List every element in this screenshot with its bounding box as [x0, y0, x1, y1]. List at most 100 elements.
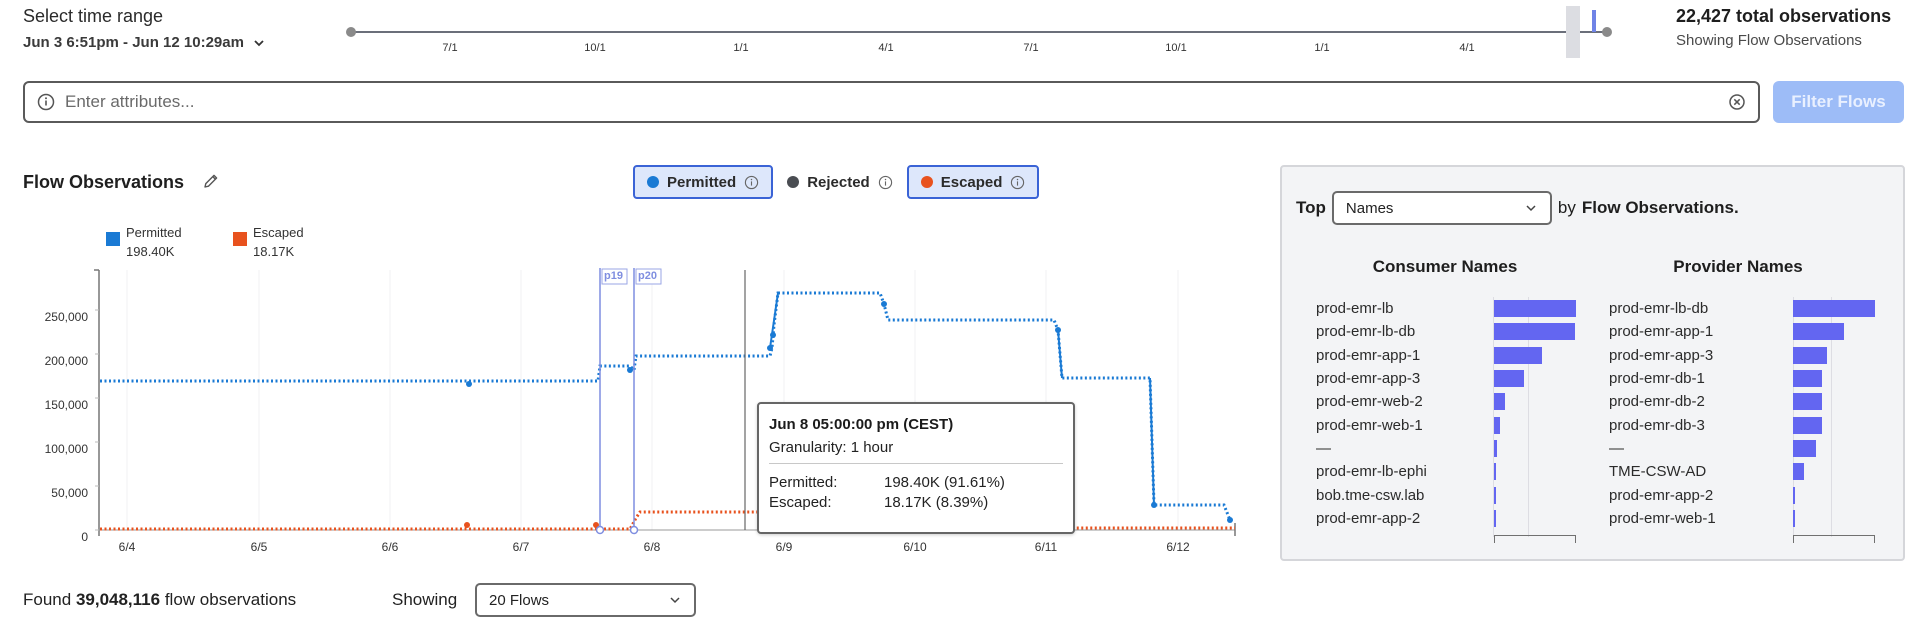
toggle-rejected[interactable]: Rejected [773, 165, 907, 199]
timeline-tick: 4/1 [1459, 42, 1475, 54]
ranked-item[interactable]: prod-emr-app-2 [1316, 507, 1576, 530]
ranked-item-name: prod-emr-web-1 [1316, 416, 1423, 434]
ranked-item-bar [1793, 370, 1822, 388]
search-input[interactable] [65, 92, 1728, 112]
bar-axis [1494, 535, 1576, 543]
legend-swatch [233, 232, 247, 246]
timeline-tick: 7/1 [1023, 42, 1039, 54]
time-range-dropdown[interactable]: Jun 3 6:51pm - Jun 12 10:29am [23, 34, 266, 51]
toggle-label: Rejected [807, 173, 870, 191]
top-suffix-bold: Flow Observations. [1581, 198, 1739, 217]
ranked-item[interactable]: prod-emr-app-3 [1316, 367, 1576, 390]
timeline-tick: 1/1 [733, 42, 749, 54]
ranked-item-bar [1494, 463, 1496, 481]
provider-names-list: prod-emr-lb-db prod-emr-app-1 prod-emr-app… [1609, 297, 1875, 543]
ranked-item-name: prod-emr-lb-ephi [1316, 463, 1427, 481]
ranked-item[interactable]: prod-emr-app-1 [1609, 320, 1874, 343]
flows-count-select[interactable]: 20 Flows [475, 583, 696, 617]
escaped-dot-icon [920, 176, 933, 188]
found-count-text: Found 39,048,116 flow observations [23, 590, 296, 610]
timeline-tick: 10/1 [584, 42, 606, 54]
y-tick: 0 [81, 530, 88, 544]
timeline-brush-selection[interactable] [1566, 6, 1580, 58]
toggle-permitted[interactable]: Permitted [633, 165, 774, 199]
timeline-track [350, 31, 1606, 33]
y-tick: 200,000 [44, 354, 88, 368]
marker-p20[interactable]: p20 [638, 270, 657, 282]
ranked-item-bar [1793, 463, 1804, 481]
ranked-item-bar [1494, 416, 1500, 434]
legend-label: Permitted [126, 225, 182, 240]
ranked-item[interactable]: bob.tme-csw.lab [1316, 483, 1576, 506]
ranked-item[interactable]: prod-emr-db-2 [1609, 390, 1874, 413]
legend-permitted: Permitted 198.40K [106, 223, 182, 261]
ranked-item[interactable]: prod-emr-web-1 [1316, 413, 1576, 436]
timeline-slider[interactable]: 7/1 10/1 1/1 4/1 7/1 10/1 1/1 4/1 [346, 6, 1616, 62]
ranked-item[interactable]: prod-emr-web-1 [1609, 507, 1874, 530]
ranked-item-name: prod-emr-lb [1316, 300, 1394, 318]
ranked-item[interactable]: prod-emr-app-3 [1609, 344, 1874, 367]
tooltip-row-value: 198.40K (91.61%) [884, 474, 1005, 491]
pencil-icon[interactable] [202, 172, 220, 190]
info-icon[interactable] [744, 175, 759, 190]
timeline-end-handle[interactable] [1602, 27, 1612, 37]
top-category-select[interactable]: Names [1331, 191, 1552, 225]
marker-p19[interactable]: p19 [604, 270, 623, 282]
ranked-item[interactable]: prod-emr-web-2 [1316, 390, 1576, 413]
flow-observations-chart[interactable]: 250,000 200,000 150,000 100,000 50,000 0 [0, 260, 1250, 560]
ranked-item[interactable]: — [1316, 437, 1576, 460]
ranked-item-name: prod-emr-lb-db [1316, 323, 1416, 341]
ranked-item-name: prod-emr-lb-db [1609, 300, 1709, 318]
ranked-item-name: prod-emr-web-1 [1609, 509, 1716, 527]
x-tick: 6/7 [512, 540, 530, 554]
legend-swatch [106, 232, 120, 246]
ranked-item-bar [1793, 416, 1822, 434]
bar-axis [1793, 535, 1875, 543]
filter-flows-button[interactable]: Filter Flows [1773, 81, 1904, 123]
ranked-item[interactable]: prod-emr-app-2 [1609, 483, 1874, 506]
ranked-item-bar [1793, 393, 1822, 411]
ranked-item-bar [1793, 509, 1795, 527]
timeline-start-handle[interactable] [346, 27, 356, 37]
timeline-tick: 7/1 [442, 42, 458, 54]
ranked-item-name: — [1316, 439, 1331, 457]
tooltip-row-label: Escaped: [769, 494, 832, 511]
timeline-range-handle[interactable] [1592, 10, 1596, 32]
ranked-item[interactable]: prod-emr-db-1 [1609, 367, 1874, 390]
rejected-dot-icon [787, 176, 800, 188]
ranked-item[interactable]: prod-emr-db-3 [1609, 413, 1874, 436]
ranked-item-bar [1494, 346, 1542, 364]
y-tick: 100,000 [44, 442, 88, 456]
ranked-item-name: TME-CSW-AD [1609, 463, 1707, 481]
ranked-item[interactable]: TME-CSW-AD [1609, 460, 1874, 483]
showing-label: Showing [392, 590, 458, 609]
ranked-item-name: prod-emr-app-3 [1609, 346, 1714, 364]
clear-icon[interactable] [1728, 93, 1746, 111]
legend-label: Escaped [253, 225, 304, 240]
timeline-tick: 1/1 [1314, 42, 1330, 54]
legend-escaped: Escaped 18.17K [233, 223, 304, 261]
ranked-item-name: prod-emr-app-2 [1609, 486, 1714, 504]
info-icon[interactable] [878, 175, 893, 190]
found-suffix: flow observations [164, 590, 297, 609]
ranked-item-bar [1793, 346, 1827, 364]
ranked-item[interactable]: prod-emr-lb [1316, 297, 1576, 320]
x-tick: 6/8 [643, 540, 661, 554]
select-value: 20 Flows [489, 591, 550, 609]
ranked-item-name: prod-emr-db-2 [1609, 393, 1705, 411]
ranked-item[interactable]: prod-emr-lb-ephi [1316, 460, 1576, 483]
ranked-item[interactable]: prod-emr-lb-db [1609, 297, 1875, 320]
toggle-escaped[interactable]: Escaped [906, 165, 1040, 199]
ranked-item[interactable]: — [1609, 437, 1874, 460]
found-count: 39,048,116 [75, 590, 161, 609]
chevron-down-icon [670, 597, 680, 604]
ranked-item-bar [1793, 300, 1875, 318]
ranked-item[interactable]: prod-emr-lb-db [1316, 320, 1576, 343]
attribute-search[interactable] [23, 81, 1760, 123]
y-tick: 150,000 [44, 398, 88, 412]
info-icon[interactable] [1010, 175, 1025, 190]
permitted-line [100, 291, 1232, 521]
ranked-item[interactable]: prod-emr-app-1 [1316, 344, 1576, 367]
ranked-item-bar [1494, 323, 1575, 341]
legend-value: 18.17K [253, 244, 295, 259]
